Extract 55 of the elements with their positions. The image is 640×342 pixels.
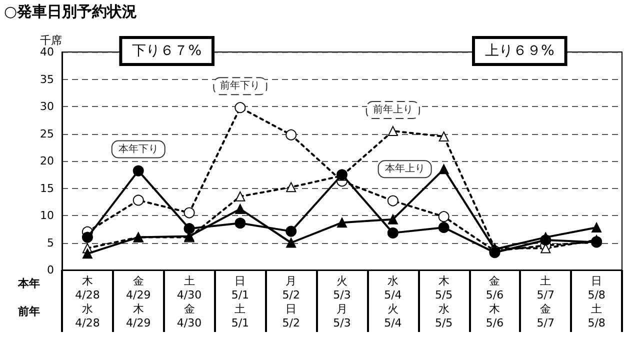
y-tick-label: 5	[47, 236, 54, 250]
point	[388, 126, 398, 136]
chart-title: ○発車日別予約状況	[4, 2, 138, 20]
point	[286, 182, 296, 192]
point	[286, 129, 297, 140]
point	[235, 191, 246, 202]
y-tick-label: 0	[47, 264, 54, 276]
text: 前年	[17, 305, 40, 318]
x-tick-label: 月 5/2 日 5/2	[282, 274, 300, 330]
y-tick-label: 35	[40, 72, 54, 86]
point	[438, 131, 449, 142]
y-tick-label: 25	[40, 127, 54, 140]
x-tick-label: 火 5/3 月 5/3	[333, 274, 351, 330]
series-label: 前年上り	[372, 104, 413, 116]
point	[387, 227, 398, 238]
point	[337, 218, 347, 228]
x-tick-label: 日 5/8 土 5/8	[588, 274, 606, 330]
text: 本年	[17, 277, 40, 290]
point	[438, 211, 450, 222]
series-label: 本年下り	[118, 142, 158, 155]
point	[82, 232, 93, 243]
y-axis-title: 千席	[40, 34, 62, 47]
point	[540, 232, 551, 242]
point	[438, 164, 449, 174]
point	[184, 207, 195, 218]
series-label: 前年下り	[220, 80, 260, 92]
x-tick-label: 木 4/28 水 4/28	[75, 274, 100, 330]
x-tick-label: 日 5/1 土 5/1	[231, 274, 250, 330]
x-tick-label: 水 5/4 火 5/4	[384, 274, 402, 330]
x-tick-label: 金 4/29 木 4/29	[126, 274, 151, 330]
point	[132, 194, 144, 206]
point	[234, 218, 246, 229]
x-tick-label: 土 5/7 金 5/7	[536, 274, 554, 330]
x-tick-label: 木 5/5 水 5/5	[434, 274, 453, 330]
annotation: 上り６９%	[485, 43, 554, 59]
y-tick-label: 15	[40, 182, 54, 195]
y-tick-label: 20	[40, 154, 54, 168]
point	[388, 214, 398, 224]
point	[286, 226, 297, 237]
y-tick-label: 10	[40, 209, 54, 222]
x-tick-label: 金 5/6 木 5/6	[486, 274, 504, 330]
point	[235, 204, 246, 214]
y-tick-label: 40	[40, 46, 54, 58]
point	[132, 165, 144, 176]
point	[387, 195, 398, 206]
point	[438, 222, 450, 233]
series-label: 本年上り	[384, 162, 425, 175]
point	[184, 223, 195, 234]
y-tick-label: 30	[40, 100, 54, 113]
point	[82, 248, 92, 259]
annotation: 下り６７%	[132, 43, 202, 59]
point	[286, 238, 296, 248]
x-tick-label: 土 4/30 金 4/30	[176, 274, 202, 330]
point	[592, 222, 602, 232]
point	[234, 102, 246, 114]
